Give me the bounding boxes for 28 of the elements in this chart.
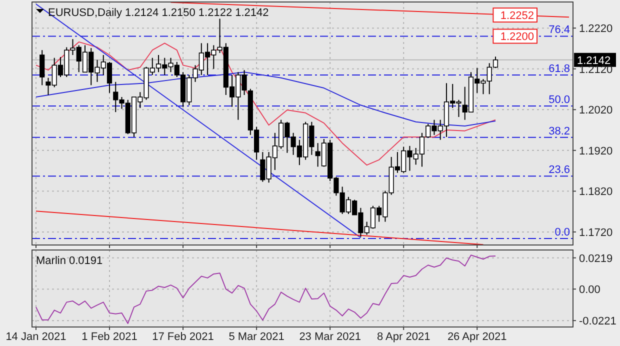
chart-title: EURUSD,Daily 1.2124 1.2150 1.2122 1.2142 <box>48 7 269 19</box>
ref-line-label: 1.2200 <box>500 31 534 44</box>
y-tick-label: 0.0219 <box>579 252 613 265</box>
y-tick-label: 1.2020 <box>579 104 613 117</box>
x-tick-label: 23 Mar 2021 <box>299 331 361 343</box>
y-tick-label: 1.1820 <box>579 186 613 198</box>
y-tick-label: 1.1720 <box>579 226 613 239</box>
annotation: 1.2252 <box>500 10 534 22</box>
x-tick-label: 17 Feb 2021 <box>152 331 214 343</box>
x-tick-label: 5 Mar 2021 <box>228 331 284 343</box>
annotation: 50.0 <box>548 94 570 106</box>
annotation: 0.0 <box>554 226 570 238</box>
candlestick <box>40 50 45 86</box>
x-tick-label: 8 Apr 2021 <box>376 331 430 343</box>
y-tick-label: 0.00 <box>579 284 600 296</box>
annotation: 23.6 <box>548 164 570 176</box>
y-tick-label: 1.2220 <box>579 23 613 36</box>
line-series <box>35 41 496 166</box>
annotation: 76.4 <box>548 24 570 36</box>
x-tick-label: 1 Feb 2021 <box>82 331 138 343</box>
y-tick-label: 1.1920 <box>579 145 613 158</box>
line-series <box>35 254 496 324</box>
annotation: 61.8 <box>548 62 570 75</box>
y-tick-label: -0.0221 <box>579 316 616 328</box>
x-tick-label: 14 Jan 2021 <box>6 331 66 343</box>
annotation: 38.2 <box>548 125 570 138</box>
x-tick-label: 26 Apr 2021 <box>447 331 507 343</box>
chart-title: Marlin 0.0191 <box>36 255 103 267</box>
